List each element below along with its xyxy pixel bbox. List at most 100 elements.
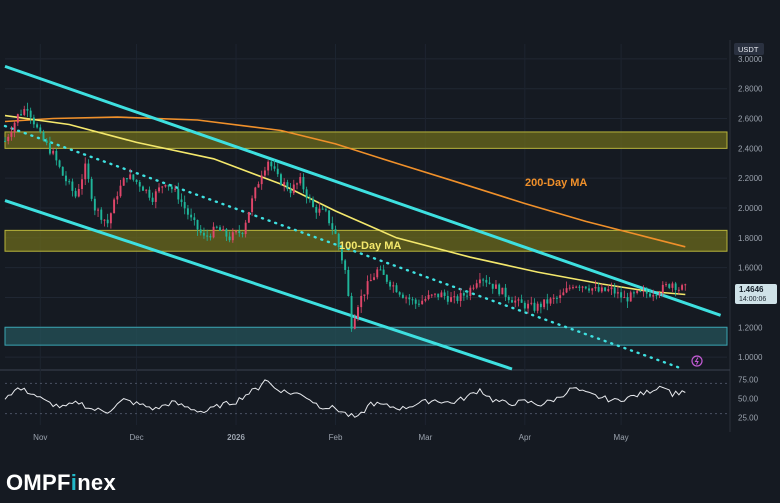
candle-body [665,284,667,286]
price-axis[interactable]: 3.0000 2.8000 2.6000 2.4000 2.2000 2.0000 1.80… [738,55,763,362]
candle-body [55,150,58,161]
candle-body [523,302,526,309]
candle-body [462,293,465,296]
time-tick-label: 2026 [227,433,245,442]
candle-body [661,284,664,294]
candle-body [305,189,308,198]
candle-body [52,150,55,154]
candle-body [507,296,510,301]
candle-body [231,232,234,241]
candle-body [584,286,587,289]
candle-body [575,286,578,288]
candle-body [565,288,568,293]
candle-body [292,184,295,194]
ma200-label: 200-Day MA [525,177,587,189]
time-axis[interactable]: Nov Dec 2026 Feb Mar Apr May [33,433,628,442]
price-tick-label: 2.6000 [738,115,763,124]
candle-body [42,132,45,141]
candle-body [7,136,10,141]
candle-body [32,117,35,125]
candle-body [177,188,180,200]
candle-body [65,175,67,182]
candle-body [132,174,135,180]
rsi-line [4,379,686,418]
candle-body [58,160,61,167]
candle-body [100,209,103,220]
candle-body [517,299,520,301]
candle-body [138,182,141,187]
candle-body [251,198,254,212]
candle-body [613,287,616,294]
last-price-badge-bg [735,284,777,304]
time-tick-label: Nov [33,433,47,442]
candle-body [276,168,279,175]
price-tick-label: 3.0000 [738,55,763,64]
ma100-line [4,114,686,296]
candle-body [652,295,655,297]
candle-body [504,287,507,297]
candle-body [209,236,212,238]
candle-body [639,290,642,292]
candle-body [4,140,6,142]
candle-body [594,286,597,289]
candle-body [520,299,523,303]
candle-body [623,297,626,299]
candle-body [543,299,546,308]
candle-body [122,178,125,186]
candle-body [321,208,324,210]
candle-body [219,227,221,231]
candle-body [257,184,260,188]
time-tick-label: Apr [519,433,532,442]
candle-body [174,188,177,190]
time-tick-label: May [614,433,629,442]
candle-body [238,231,241,233]
candle-body [71,181,74,191]
candle-body [228,236,231,241]
price-tick-label: 1.8000 [738,234,763,243]
price-zones [4,131,728,346]
candle-body [546,299,549,304]
candle-body [212,226,215,238]
candle-body [610,287,613,290]
candle-body [340,247,343,261]
candle-body [472,287,475,289]
candle-body [357,307,359,319]
candle-body [674,283,677,290]
candle-body [81,179,83,189]
candle-body [283,182,286,185]
candle-body [401,294,404,298]
candle-body [116,196,119,200]
candle-body [527,303,530,309]
last-price-countdown: 14:00:06 [739,296,766,303]
lower-channel-line [4,199,513,371]
price-tick-label: 1.6000 [738,264,763,273]
candle-body [20,114,23,116]
candle-body [607,289,610,291]
currency-badge-bg [734,43,764,55]
candle-body [10,132,13,137]
candle-body [103,219,106,221]
chart-annotations: 200-Day MA 100-Day MA [339,177,587,252]
candle-body [199,229,202,233]
candle-body [186,208,189,215]
candle-body [591,288,594,291]
candle-body [74,190,77,197]
candle-body [286,182,289,190]
candle-body [16,114,19,123]
candle-body [13,122,16,133]
last-price-value: 1.4646 [739,285,764,294]
candle-body [475,283,478,288]
candle-body [491,283,494,289]
candle-body [588,288,590,291]
price-tick-label: 2.4000 [738,144,763,153]
candle-body [97,209,100,211]
candle-body [142,186,144,191]
candle-body [170,186,173,190]
candle-body [668,284,671,288]
alert-icon[interactable] [691,355,703,367]
candle-body [488,282,491,284]
candle-body [247,211,250,223]
candle-body [158,187,160,192]
candle-body [350,296,353,329]
